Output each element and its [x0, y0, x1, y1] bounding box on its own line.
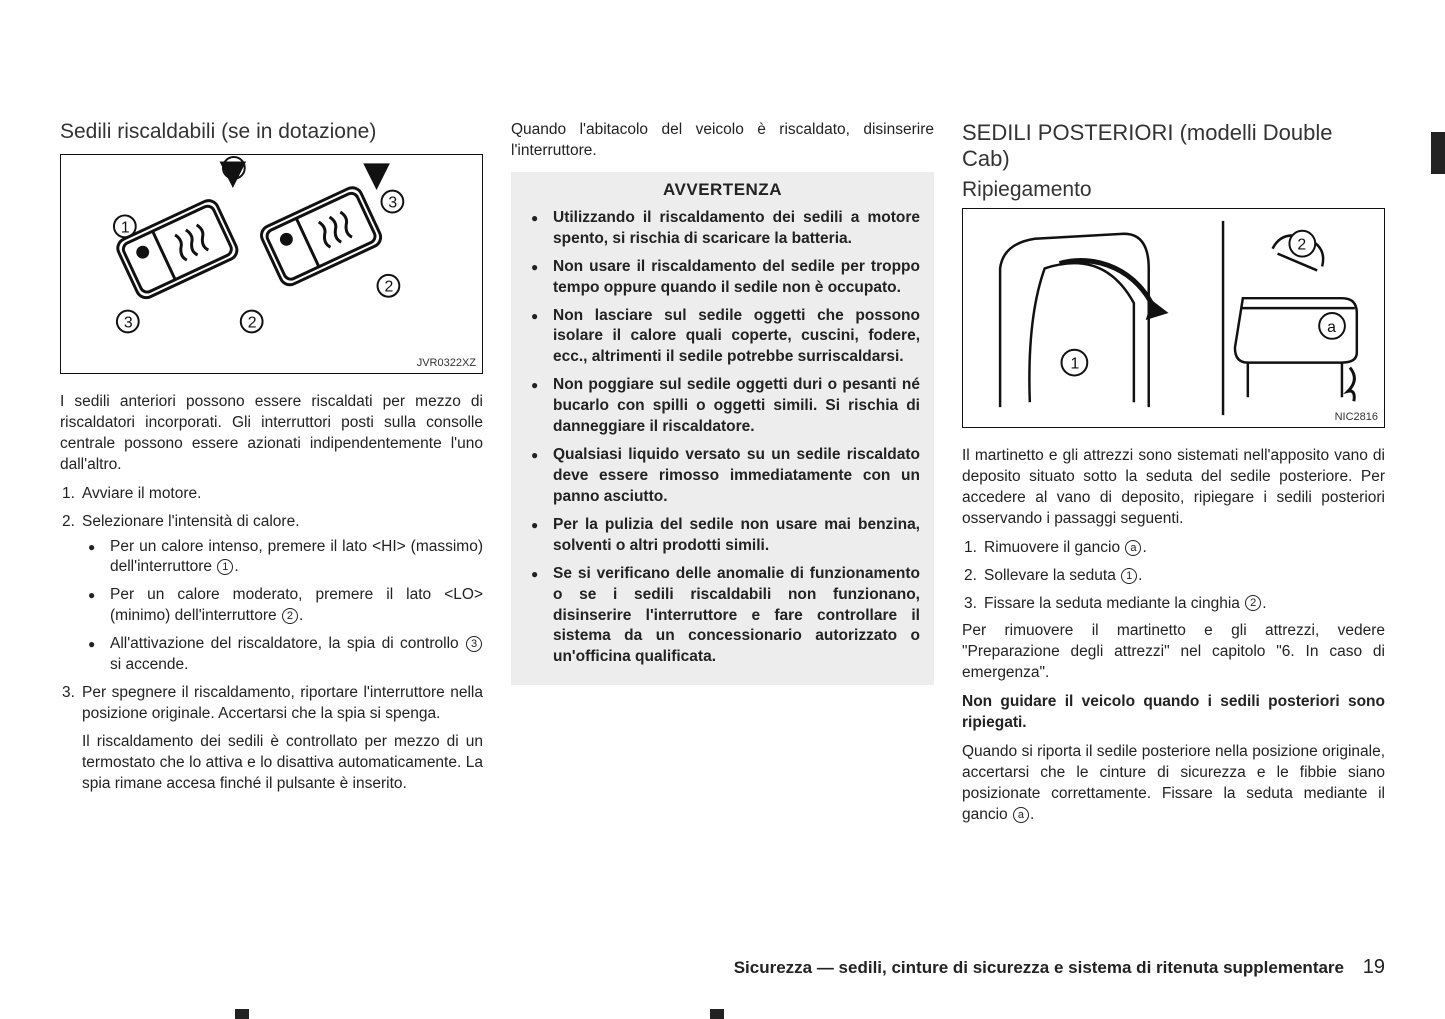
rear-step-2: Sollevare la seduta 1. [962, 566, 1385, 587]
bullet-hi: Per un calore intenso, premere il lato <… [82, 537, 483, 579]
steps-list: Avviare il motore. Selezionare l'intensi… [60, 484, 483, 725]
page-footer: Sicurezza — sedili, cinture di sicurezza… [734, 956, 1385, 979]
warn-1: Utilizzando il riscaldamento dei sedili … [525, 208, 920, 250]
subheading-folding: Ripiegamento [962, 178, 1385, 202]
column-3: SEDILI POSTERIORI (modelli Double Cab) R… [962, 120, 1385, 834]
step-1: Avviare il motore. [60, 484, 483, 505]
warn-6: Per la pulizia del sedile non usare mai … [525, 515, 920, 557]
svg-text:2: 2 [248, 314, 257, 331]
figure-heated-seats: 1 2 3 1 2 3 JVR0322XZ [60, 154, 483, 374]
col2-lead: Quando l'abitacolo del veicolo è riscald… [511, 120, 934, 162]
heated-seats-diagram: 1 2 3 1 2 3 [61, 155, 482, 373]
figure-rear-seats: 1 2 a NIC2816 [962, 208, 1385, 428]
ref-1b-icon: 1 [1121, 568, 1137, 584]
section-tab [1431, 132, 1445, 174]
rear-step-1: Rimuovere il gancio a. [962, 538, 1385, 559]
crop-mark [710, 1009, 724, 1019]
svg-text:3: 3 [388, 195, 397, 212]
step-2: Selezionare l'intensità di calore. Per u… [60, 512, 483, 676]
crop-mark [235, 1009, 249, 1019]
sub-bullets: Per un calore intenso, premere il lato <… [82, 537, 483, 677]
ref-2b-icon: 2 [1245, 595, 1261, 611]
col3-intro: Il martinetto e gli attrezzi sono sistem… [962, 446, 1385, 530]
warn-3: Non lasciare sul sedile oggetti che poss… [525, 306, 920, 369]
heading-rear-seats: SEDILI POSTERIORI (modelli Double Cab) [962, 120, 1385, 172]
heading-heated-seats: Sedili riscaldabili (se in dotazione) [60, 120, 483, 144]
thermostat-note: Il riscaldamento dei sedili è controllat… [60, 732, 483, 795]
svg-text:2: 2 [1297, 237, 1306, 254]
step-2-text: Selezionare l'intensità di calore. [82, 513, 300, 530]
warn-4: Non poggiare sul sedile oggetti duri o p… [525, 375, 920, 438]
ref-a-icon: a [1125, 540, 1141, 556]
svg-text:1: 1 [230, 161, 239, 178]
figure-label-1: JVR0322XZ [417, 357, 476, 369]
page-content: Sedili riscaldabili (se in dotazione) [0, 0, 1445, 884]
column-2: Quando l'abitacolo del veicolo è riscald… [511, 120, 934, 834]
page-number: 19 [1363, 956, 1385, 978]
intro-text: I sedili anteriori possono essere riscal… [60, 392, 483, 476]
warn-7: Se si verificano delle anomalie di funzi… [525, 564, 920, 669]
warning-list: Utilizzando il riscaldamento dei sedili … [525, 208, 920, 668]
warning-box: AVVERTENZA Utilizzando il riscaldamento … [511, 172, 934, 685]
footer-title: Sicurezza — sedili, cinture di sicurezza… [734, 958, 1344, 977]
rear-steps: Rimuovere il gancio a. Sollevare la sedu… [962, 538, 1385, 615]
ref-3-icon: 3 [466, 636, 482, 652]
svg-text:1: 1 [121, 219, 130, 236]
bullet-lo: Per un calore moderato, premere il lato … [82, 585, 483, 627]
svg-text:2: 2 [384, 279, 393, 296]
svg-text:a: a [1327, 319, 1336, 336]
warning-title: AVVERTENZA [525, 180, 920, 200]
figure-label-2: NIC2816 [1335, 411, 1378, 423]
step-3: Per spegnere il riscaldamento, riportare… [60, 683, 483, 725]
ref-1-icon: 1 [217, 559, 233, 575]
bullet-indicator: All'attivazione del riscaldatore, la spi… [82, 634, 483, 676]
warn-2: Non usare il riscaldamento del sedile pe… [525, 257, 920, 299]
ref-a2-icon: a [1013, 807, 1029, 823]
warn-5: Qualsiasi liquido versato su un sedile r… [525, 445, 920, 508]
col3-p3: Quando si riporta il sedile posteriore n… [962, 742, 1385, 826]
rear-seats-diagram: 1 2 a [963, 209, 1384, 427]
column-1: Sedili riscaldabili (se in dotazione) [60, 120, 483, 834]
col3-p2: Per rimuovere il martinetto e gli attrez… [962, 621, 1385, 684]
rear-step-3: Fissare la seduta mediante la cinghia 2. [962, 594, 1385, 615]
col3-bold: Non guidare il veicolo quando i sedili p… [962, 692, 1385, 734]
svg-text:3: 3 [124, 314, 133, 331]
ref-2-icon: 2 [282, 608, 298, 624]
svg-text:1: 1 [1070, 356, 1079, 373]
